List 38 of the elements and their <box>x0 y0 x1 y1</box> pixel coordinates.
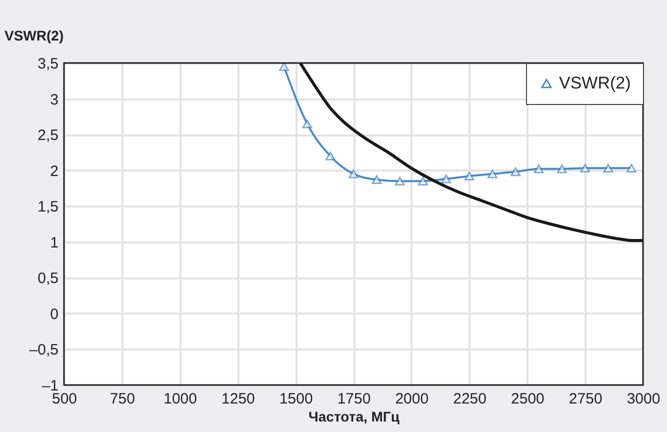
y-tick-label: 0,5 <box>38 270 58 288</box>
y-tick-label: 1,5 <box>38 198 58 216</box>
point <box>603 164 614 173</box>
point <box>325 152 336 160</box>
point <box>372 175 382 184</box>
y-tick-label: 2 <box>50 162 58 180</box>
x-tick-label: 1000 <box>164 390 197 408</box>
x-tick-label: 2250 <box>453 390 486 408</box>
y-tick-label: 3,5 <box>38 56 58 72</box>
y-tick-label: –0,5 <box>29 342 58 359</box>
point <box>626 164 636 173</box>
point <box>488 170 498 178</box>
x-tick-label: 2500 <box>511 390 544 408</box>
y-axis-title: VSWR(2) <box>4 28 64 44</box>
y-tick-label: 0 <box>50 306 58 323</box>
x-tick-label: 2750 <box>568 390 602 408</box>
point <box>464 172 474 180</box>
point <box>302 119 312 128</box>
x-axis-title: Частота, МГц <box>308 408 400 424</box>
x-tick-label: 1750 <box>337 390 371 408</box>
x-tick-label: 1500 <box>279 390 313 408</box>
x-tick-label: 2000 <box>395 390 429 408</box>
x-tick-label: 750 <box>110 390 135 408</box>
point <box>418 176 428 186</box>
point <box>557 164 567 174</box>
point <box>534 164 544 174</box>
point <box>279 63 289 71</box>
y-tick-label: 1 <box>50 234 58 252</box>
x-tick-label: 1250 <box>222 390 255 408</box>
point <box>580 164 590 173</box>
y-tick-label: 2,5 <box>38 127 58 144</box>
y-tick-label: 3 <box>50 91 58 108</box>
point <box>394 176 405 186</box>
point <box>441 174 452 184</box>
point <box>510 167 521 176</box>
x-tick-label: 3000 <box>626 390 660 408</box>
legend-label: VSWR(2) <box>559 74 631 92</box>
point <box>348 170 358 178</box>
